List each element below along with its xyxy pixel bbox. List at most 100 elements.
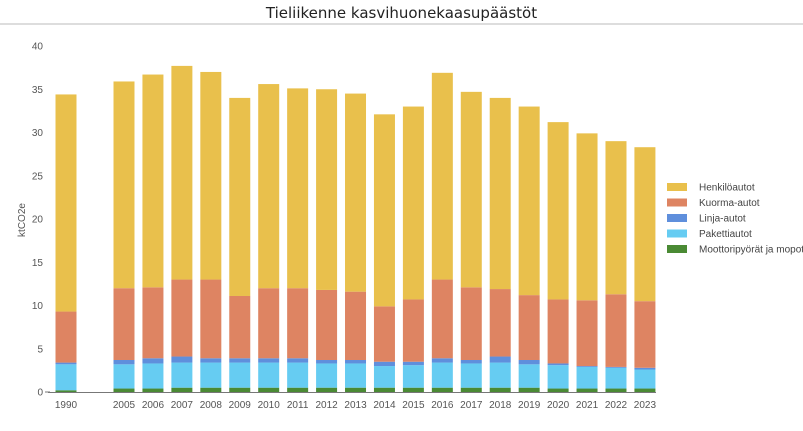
x-tick-label: 2005 [113,400,136,411]
bar-2007-series-4 [171,65,193,280]
bar-2021-series-4 [576,133,598,301]
chart-title: Tieliikenne kasvihuonekaasupäästöt [265,4,538,22]
y-tick-label: 25 [32,171,44,182]
x-tick-label: 2018 [489,400,512,411]
bar-2011-series-2 [287,358,309,363]
bar-2006-series-3 [142,287,164,359]
bar-2006-series-1 [142,363,164,389]
bar-2005-series-0 [113,388,135,392]
bar-2020-series-3 [547,299,569,364]
legend-label: Moottoripyörät ja mopot [699,245,803,256]
x-tick-label: 2014 [373,400,396,411]
bar-2008-series-2 [200,358,222,363]
bar-2022-series-2 [605,366,627,368]
bar-2011-series-4 [287,88,309,289]
bar-2023-series-2 [634,367,656,370]
bar-2005-series-1 [113,364,135,389]
y-tick-label: 5 [37,344,43,355]
bar-2020-series-1 [547,365,569,389]
x-tick-label: 2010 [258,400,281,411]
bar-2006-series-2 [142,358,164,364]
bar-2022-series-1 [605,367,627,389]
x-tick-label: 2012 [315,400,338,411]
bar-2017-series-0 [460,387,482,392]
bar-2010-series-1 [258,362,280,388]
bar-2019-series-2 [518,359,540,365]
bar-2014-series-2 [373,361,395,367]
bar-2014-series-4 [373,114,395,307]
bar-2011-series-0 [287,387,309,392]
x-tick-label: 2016 [431,400,454,411]
x-tick-label: 2019 [518,400,541,411]
legend-swatch [667,214,687,222]
bar-2012-series-0 [316,387,338,392]
bar-2016-series-1 [431,362,453,388]
bar-2021-series-0 [576,388,598,392]
bar-2007-series-3 [171,279,193,357]
bar-2019-series-0 [518,387,540,392]
bar-2022-series-0 [605,388,627,392]
x-tick-label: 1990 [55,400,78,411]
bar-1990-series-1 [55,364,77,391]
bar-2020-series-0 [547,388,569,392]
bar-2017-series-3 [460,287,482,360]
bar-2023-series-0 [634,388,656,392]
bar-2017-series-1 [460,363,482,388]
legend-swatch [667,229,687,238]
bar-2017-series-2 [460,359,482,364]
y-tick-label: 35 [32,85,44,96]
bar-2018-series-2 [489,356,511,363]
bar-2009-series-1 [229,362,251,388]
bar-2013-series-0 [345,387,367,392]
legend-label: Henkilöautot [699,183,755,194]
y-tick-label: 10 [32,301,44,312]
bar-2016-series-2 [431,358,453,363]
bar-2015-series-0 [402,387,424,392]
bar-2015-series-4 [402,106,424,300]
y-tick-label: 15 [32,258,44,269]
bar-2021-series-2 [576,366,598,367]
bar-2022-series-4 [605,141,627,295]
y-axis: 0 5 10 15 20 25 30 35 40 [32,42,50,399]
x-tick-label: 2023 [634,400,657,411]
x-tick-label: 2021 [576,400,599,411]
x-tick-label: 2020 [547,400,570,411]
bar-2018-series-1 [489,362,511,388]
bar-2012-series-3 [316,289,338,360]
bar-2007-series-1 [171,362,193,388]
y-tick-label: 30 [32,128,44,139]
legend-label: Kuorma-autot [699,198,760,209]
bar-2015-series-3 [402,299,424,362]
bar-2016-series-0 [431,387,453,392]
x-tick-label: 2006 [142,400,165,411]
bar-1990-series-0 [55,390,77,392]
x-tick-label: 2017 [460,400,483,411]
legend: Henkilöautot Kuorma-autot Linja-autot Paket… [667,183,803,256]
bar-1990-series-3 [55,311,77,363]
bar-2010-series-0 [258,387,280,392]
bar-2007-series-0 [171,387,193,392]
legend-swatch [667,245,687,253]
bar-2005-series-2 [113,359,135,365]
x-tick-label: 2022 [605,400,628,411]
bar-2013-series-3 [345,291,367,360]
x-axis: 1990 2005 2006 2007 2008 2009 2010 2011 2012 2013… [48,392,657,411]
bar-2014-series-3 [373,306,395,362]
bar-2009-series-3 [229,295,251,359]
bar-2005-series-4 [113,81,135,289]
bar-2010-series-2 [258,358,280,363]
bar-2008-series-4 [200,71,222,280]
bar-2019-series-3 [518,295,540,360]
bar-2018-series-4 [489,97,511,290]
title-divider [0,23,803,25]
bar-2006-series-0 [142,388,164,392]
bar-2013-series-2 [345,359,367,364]
bar-2022-series-3 [605,294,627,367]
bar-2017-series-4 [460,91,482,288]
bar-2008-series-3 [200,279,222,359]
y-tick-label: 0 [37,388,43,399]
bar-2023-series-4 [634,147,656,302]
bar-2018-series-0 [489,387,511,392]
legend-label: Linja-autot [699,214,746,225]
bar-2006-series-4 [142,74,164,288]
